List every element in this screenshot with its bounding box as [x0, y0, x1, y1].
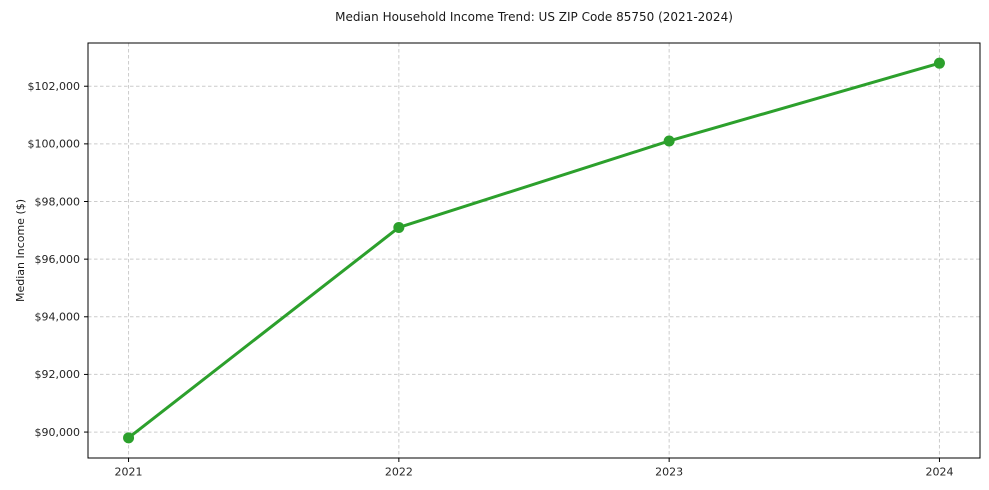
data-point-2023 [663, 135, 675, 147]
trend-line [127, 61, 941, 440]
y-tick-label: $94,000 [35, 311, 81, 324]
data-point-2021 [123, 432, 135, 444]
data-point-2024 [933, 57, 945, 69]
plot-frame [87, 42, 981, 459]
y-tick-label: $98,000 [35, 195, 81, 208]
axes: $90,000 $92,000 $94,000 $96,000 $98,000 $100,… [28, 42, 981, 479]
data-series [123, 57, 945, 444]
y-axis-label: Median Income ($) [14, 199, 27, 302]
data-point-2022 [393, 221, 405, 233]
chart-title: Median Household Income Trend: US ZIP Co… [335, 10, 733, 24]
y-tick-label: $90,000 [35, 426, 81, 439]
grid-lines [88, 43, 980, 458]
x-tick-label: 2022 [385, 466, 413, 479]
x-tick-label: 2023 [655, 466, 683, 479]
y-tick-label: $92,000 [35, 368, 81, 381]
y-tick-label: $100,000 [28, 138, 81, 151]
y-tick-label: $102,000 [28, 80, 81, 93]
x-tick-label: 2024 [925, 466, 953, 479]
x-tick-label: 2021 [115, 466, 143, 479]
y-tick-label: $96,000 [35, 253, 81, 266]
